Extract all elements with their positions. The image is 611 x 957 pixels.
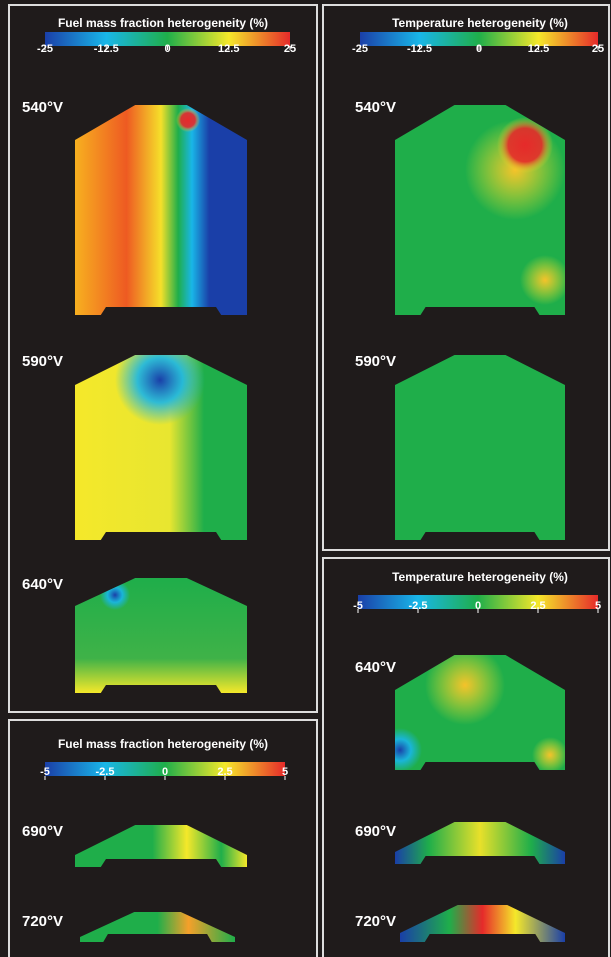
contour-field [75, 355, 247, 540]
contour-field [75, 105, 247, 315]
colorbar-tick-label: -2.5 [96, 766, 115, 778]
crank-angle-label: 590°V [22, 353, 63, 370]
colorbar [45, 32, 290, 46]
colorbar-tick-label: -12.5 [407, 43, 432, 55]
colorbar-tick-label: 12.5 [218, 43, 239, 55]
colorbar-tick-label: -25 [37, 43, 53, 55]
contour-blob [115, 355, 205, 425]
panel-title: Temperature heterogeneity (%) [392, 570, 568, 584]
crank-angle-label: 540°V [355, 99, 396, 116]
contour-blob [100, 580, 130, 610]
crank-angle-label: 640°V [22, 576, 63, 593]
crank-angle-label: 590°V [355, 353, 396, 370]
colorbar-tick-label: 2.5 [217, 766, 232, 778]
panel-border [322, 4, 610, 551]
colorbar [45, 762, 285, 776]
panel-border [8, 4, 318, 713]
colorbar-tick-label: -12.5 [94, 43, 119, 55]
colorbar-tick-label: 25 [592, 43, 604, 55]
colorbar-tick-label: 0 [162, 766, 168, 778]
crank-angle-label: 720°V [355, 913, 396, 930]
panel-title: Fuel mass fraction heterogeneity (%) [58, 16, 268, 30]
contour-blob [395, 728, 422, 770]
panel-border [322, 557, 610, 957]
colorbar-tick-label: -5 [40, 766, 50, 778]
colorbar-tick-label: 0 [476, 43, 482, 55]
crank-angle-label: 690°V [22, 823, 63, 840]
colorbar-tick-label: 2.5 [530, 600, 545, 612]
crank-angle-label: 720°V [22, 913, 63, 930]
colorbar [358, 595, 598, 609]
contour-field [80, 912, 235, 942]
panel-border [8, 719, 318, 957]
contour-field [400, 905, 565, 942]
colorbar-tick-label: 25 [284, 43, 296, 55]
crank-angle-label: 690°V [355, 823, 396, 840]
colorbar-tick-label: 5 [595, 600, 601, 612]
contour-field [395, 355, 565, 540]
contour-blob [520, 255, 565, 305]
contour-field [395, 822, 565, 864]
contour-blob [532, 737, 565, 770]
colorbar-tick-label: -2.5 [409, 600, 428, 612]
panel-title: Temperature heterogeneity (%) [392, 16, 568, 30]
colorbar-tick-label: -5 [353, 600, 363, 612]
colorbar-tick-label: -25 [352, 43, 368, 55]
contour-blob [425, 655, 505, 725]
colorbar [360, 32, 598, 46]
colorbar-tick-label: 0 [164, 43, 170, 55]
contour-blob [176, 108, 200, 132]
crank-angle-label: 640°V [355, 659, 396, 676]
colorbar-tick-label: 12.5 [528, 43, 549, 55]
colorbar-tick-label: 5 [282, 766, 288, 778]
panel-title: Fuel mass fraction heterogeneity (%) [58, 737, 268, 751]
contour-field [75, 825, 247, 867]
contour-blob [497, 117, 553, 173]
crank-angle-label: 540°V [22, 99, 63, 116]
colorbar-tick-label: 0 [475, 600, 481, 612]
